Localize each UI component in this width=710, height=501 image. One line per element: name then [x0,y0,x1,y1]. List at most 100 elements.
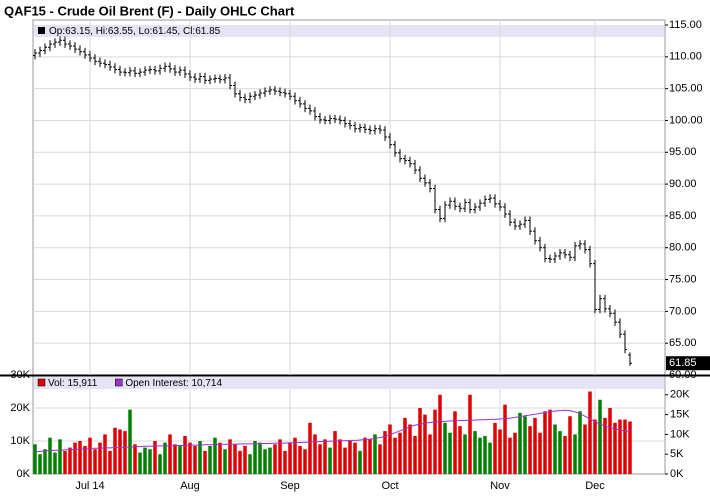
volume-bar [63,450,67,474]
volume-bar [253,441,257,474]
volume-bar [58,439,62,474]
volume-bar [448,432,452,474]
volume-bar [558,431,562,474]
volume-bar [433,409,437,474]
volume-bar [523,416,527,474]
volume-bar [123,431,127,474]
x-tick-label: Jul 14 [75,480,104,492]
volume-bar [278,439,282,474]
volume-bar [173,444,177,474]
volume-bar [368,439,372,474]
y2-tick-label: 5K [670,448,684,460]
volume-bar [578,411,582,474]
y-tick-label: 20K [10,402,30,414]
volume-bar [383,431,387,474]
volume-bar [573,434,577,474]
volume-bar [398,432,402,474]
volume-bar [303,449,307,474]
volume-bar [508,437,512,474]
volume-bar [143,447,147,474]
volume-bar [33,444,37,474]
volume-bar [478,437,482,474]
volume-bar [128,409,132,474]
volume-bar [603,417,607,474]
volume-bar [328,447,332,474]
x-tick-label: Oct [381,480,398,492]
y-tick-label: 65.00 [669,337,697,349]
volume-bar [293,437,297,474]
ohlc-legend: Op:63.15, Hi:63.55, Lo:61.45, Cl:61.85 [49,26,221,37]
volume-bar [593,419,597,474]
y-tick-label: 105.00 [669,83,703,95]
volume-bar [218,442,222,474]
last-price-tag [666,356,710,371]
volume-bar [563,436,567,474]
y-tick-label: 90.00 [669,178,697,190]
volume-bar [73,442,77,474]
volume-bar [313,434,317,474]
chart-title: QAF15 - Crude Oil Brent (F) - Daily OHLC… [4,3,295,18]
volume-bar [543,411,547,474]
volume-bar [48,437,52,474]
y-tick-label: 30K [10,369,30,381]
volume-bar [118,429,122,474]
volume-bar [268,447,272,474]
volume-bar [363,437,367,474]
volume-bar [403,417,407,474]
volume-bar [138,452,142,474]
x-tick-label: Aug [180,480,200,492]
volume-bar [113,427,117,474]
volume-bar [343,447,347,474]
volume-bar [608,408,612,474]
volume-bar [188,442,192,474]
price-legend-band [34,25,664,37]
volume-bar [388,424,392,474]
volume-bar [438,394,442,474]
volume-bar [243,445,247,474]
x-tick-label: Dec [585,480,605,492]
volume-bar [83,445,87,474]
volume-bar [288,442,292,474]
volume-bar [353,442,357,474]
x-tick-label: Sep [280,480,300,492]
volume-legend-band [34,377,664,389]
volume-bar [238,450,242,474]
volume-bar [163,442,167,474]
volume-bar [588,391,592,474]
y-tick-label: 0K [17,468,31,480]
volume-bar [158,454,162,474]
legend-label: Vol: 15,911 [48,378,98,389]
y-tick-label: 10K [10,435,30,447]
y-tick-label: 100.00 [669,114,703,126]
y-tick-label: 115.00 [669,19,702,31]
y-tick-label: 80.00 [669,242,697,254]
volume-bar [503,404,507,474]
volume-bar [583,424,587,474]
y2-tick-label: 15K [670,409,690,421]
volume-bar [273,444,277,474]
y-tick-label: 70.00 [669,305,697,317]
volume-bar [133,444,137,474]
volume-bar [228,439,232,474]
volume-bar [613,422,617,474]
y2-tick-label: 10K [670,428,690,440]
volume-bar [38,454,42,474]
y-tick-label: 95.00 [669,146,697,158]
volume-bar [458,426,462,474]
volume-bar [333,431,337,474]
volume-bar [358,450,362,474]
y2-tick-label: 20K [670,389,690,401]
volume-bar [148,449,152,474]
volume-bar [198,441,202,474]
volume-bar [183,436,187,474]
volume-bar [168,434,172,474]
volume-bar [408,424,412,474]
volume-bar [78,441,82,474]
volume-bar [598,399,602,474]
volume-bar [203,450,207,474]
volume-bar [178,445,182,474]
volume-bar [533,417,537,474]
volume-bar [528,426,532,474]
